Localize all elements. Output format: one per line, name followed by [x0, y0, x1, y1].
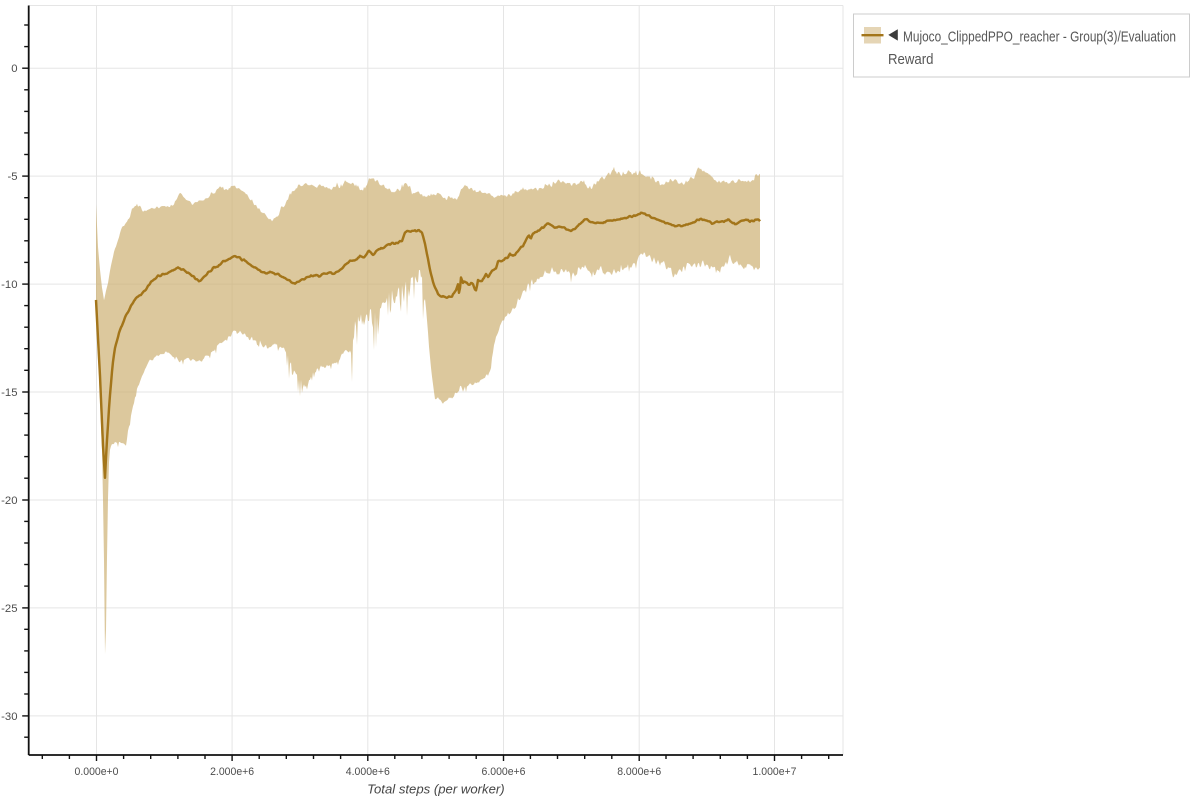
svg-text:Reward: Reward: [888, 52, 934, 68]
svg-text:0.000e+0: 0.000e+0: [75, 766, 119, 778]
svg-text:4.000e+6: 4.000e+6: [346, 766, 390, 778]
svg-text:6.000e+6: 6.000e+6: [482, 766, 526, 778]
svg-text:0: 0: [11, 63, 17, 75]
svg-text:-5: -5: [7, 171, 17, 183]
svg-text:Total steps (per worker): Total steps (per worker): [367, 782, 505, 797]
svg-text:8.000e+6: 8.000e+6: [617, 766, 661, 778]
svg-text:-30: -30: [1, 711, 17, 723]
svg-text:2.000e+6: 2.000e+6: [210, 766, 254, 778]
svg-text:1.000e+7: 1.000e+7: [753, 766, 797, 778]
svg-text:Mujoco_ClippedPPO_reacher - Gr: Mujoco_ClippedPPO_reacher - Group(3)/Eva…: [903, 29, 1176, 45]
svg-text:-20: -20: [1, 495, 17, 507]
svg-text:-15: -15: [1, 387, 17, 399]
svg-text:-10: -10: [1, 279, 17, 291]
svg-text:-25: -25: [1, 603, 17, 615]
